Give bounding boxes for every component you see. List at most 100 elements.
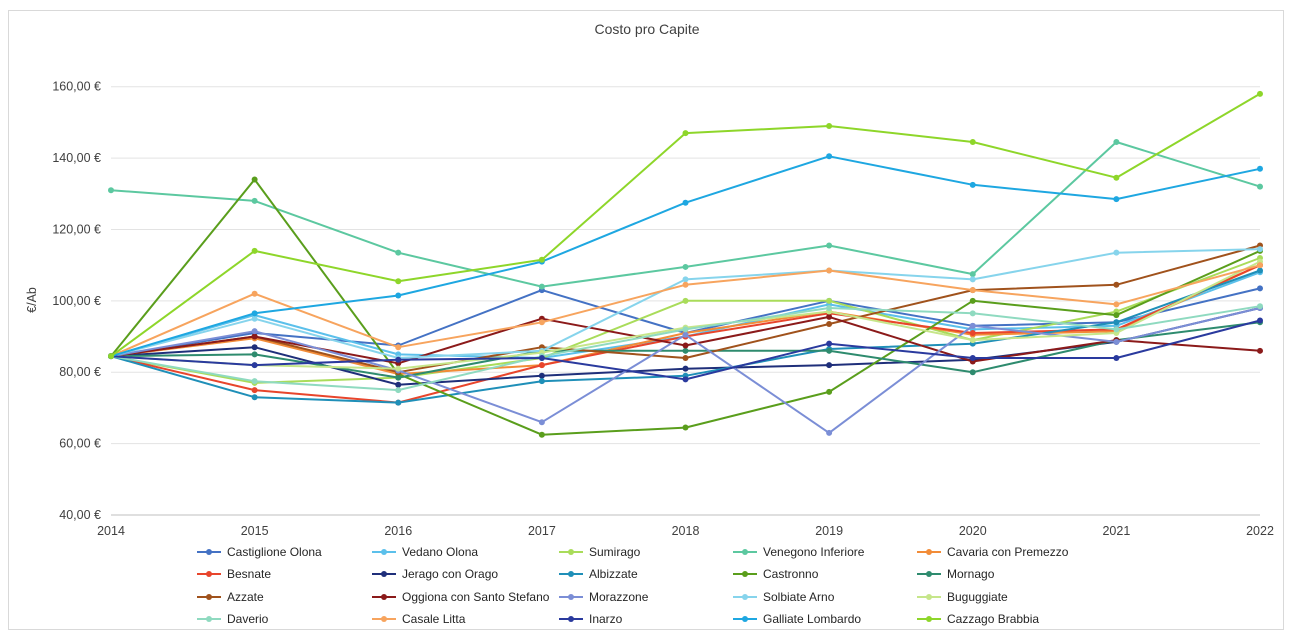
data-point (251, 351, 258, 358)
legend-item: Solbiate Arno (733, 590, 835, 604)
data-point (1113, 319, 1120, 326)
legend-label: Oggiona con Santo Stefano (402, 590, 550, 604)
legend-item: Buguggiate (917, 590, 1008, 604)
legend-swatch-marker (926, 571, 932, 577)
data-point (251, 387, 258, 394)
chart-svg: Costo pro Capite €/Ab 40,00 € 60,00 € 80,0… (25, 21, 1274, 626)
legend-item: Galliate Lombardo (733, 612, 861, 626)
legend-item: Jerago con Orago (372, 567, 498, 581)
series-inarzo (108, 317, 1263, 383)
data-point (251, 290, 258, 297)
data-point (1113, 301, 1120, 308)
gridlines (111, 86, 1260, 516)
legend-item: Azzate (197, 590, 264, 604)
data-point (538, 362, 545, 369)
data-point (969, 337, 976, 344)
data-point (969, 329, 976, 336)
data-point (251, 378, 258, 385)
legend-label: Morazzone (589, 590, 649, 604)
legend-item: Mornago (917, 567, 995, 581)
data-point (251, 362, 258, 369)
data-point (969, 310, 976, 317)
legend-item: Vedano Olona (372, 545, 478, 559)
data-point (538, 372, 545, 379)
data-point (1257, 267, 1263, 274)
legend-swatch-marker (206, 594, 212, 600)
legend-label: Sumirago (589, 545, 641, 559)
chart-title: Costo pro Capite (594, 21, 699, 37)
legend-item: Castronno (733, 567, 819, 581)
data-point (251, 333, 258, 340)
data-point (1113, 249, 1120, 256)
data-point (826, 297, 833, 304)
data-point (1257, 303, 1263, 310)
data-point (682, 376, 689, 383)
data-point (682, 331, 689, 338)
y-tick-label: 160,00 € (52, 80, 101, 94)
data-point (251, 247, 258, 254)
legend-swatch-marker (926, 549, 932, 555)
legend-swatch-marker (206, 549, 212, 555)
legend-label: Jerago con Orago (402, 567, 498, 581)
legend-swatch-marker (381, 594, 387, 600)
legend-swatch-marker (568, 616, 574, 622)
data-point (1257, 285, 1263, 292)
series-daverio (108, 303, 1263, 394)
data-point (682, 297, 689, 304)
legend-swatch-marker (381, 616, 387, 622)
y-tick-label: 80,00 € (59, 365, 101, 379)
data-point (826, 429, 833, 436)
legend-swatch-marker (568, 549, 574, 555)
data-point (538, 419, 545, 426)
legend-label: Daverio (227, 612, 269, 626)
legend-label: Vedano Olona (402, 545, 478, 559)
data-point (108, 353, 114, 360)
data-point (395, 374, 402, 381)
x-tick-label: 2019 (815, 524, 843, 538)
x-tick-label: 2021 (1102, 524, 1130, 538)
legend-label: Inarzo (589, 612, 623, 626)
data-point (969, 322, 976, 329)
data-point (1113, 139, 1120, 146)
data-point (682, 281, 689, 288)
data-point (395, 381, 402, 388)
legend-label: Castiglione Olona (227, 545, 322, 559)
data-point (395, 249, 402, 256)
legend-swatch-marker (926, 616, 932, 622)
data-point (1257, 262, 1263, 269)
data-point (682, 342, 689, 349)
data-point (538, 283, 545, 290)
data-point (969, 287, 976, 294)
legend-label: Cavaria con Premezzo (947, 545, 1069, 559)
legend-label: Albizzate (589, 567, 638, 581)
legend-swatch-marker (206, 571, 212, 577)
data-point (826, 362, 833, 369)
data-point (1113, 326, 1120, 333)
data-point (969, 297, 976, 304)
series-lines (108, 90, 1263, 438)
data-point (395, 365, 402, 372)
data-point (682, 354, 689, 361)
data-point (538, 319, 545, 326)
data-point (1257, 317, 1263, 324)
data-point (1113, 312, 1120, 319)
data-point (826, 388, 833, 395)
data-point (969, 271, 976, 278)
data-point (395, 399, 402, 406)
data-point (251, 176, 258, 183)
legend-swatch-marker (926, 594, 932, 600)
legend-item: Castiglione Olona (197, 545, 322, 559)
data-point (969, 139, 976, 146)
legend-label: Besnate (227, 567, 271, 581)
legend-swatch-marker (742, 594, 748, 600)
data-point (969, 181, 976, 188)
data-point (682, 130, 689, 137)
data-point (395, 292, 402, 299)
data-point (826, 122, 833, 129)
legend-swatch-marker (568, 594, 574, 600)
y-tick-label: 60,00 € (59, 437, 101, 451)
data-point (969, 276, 976, 283)
data-point (1113, 281, 1120, 288)
data-point (682, 347, 689, 354)
data-point (395, 344, 402, 351)
